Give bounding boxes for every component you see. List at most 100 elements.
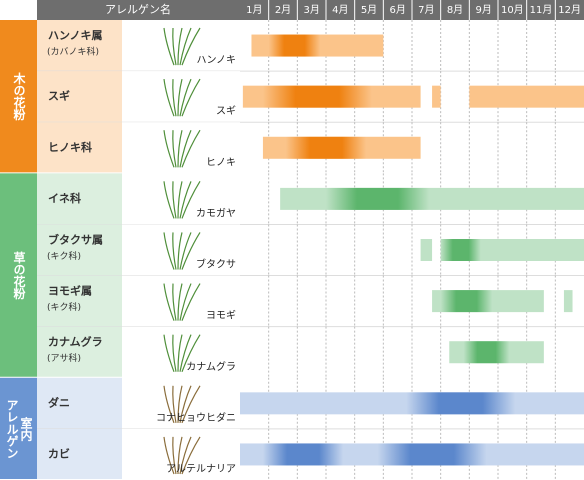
plant-stroke (179, 232, 192, 270)
name-cell (37, 71, 122, 123)
allergen-name: ヒノキ科 (48, 140, 92, 154)
plant-stroke (172, 181, 177, 219)
plant-stroke (172, 436, 177, 475)
plant-name: ハンノキ (197, 55, 237, 66)
plant-stroke (181, 181, 201, 219)
plant-stroke (177, 334, 183, 372)
plant-stroke (163, 27, 175, 66)
plant-stroke (172, 385, 177, 424)
month-label: 9月 (475, 4, 491, 16)
group-label: 木の花粉 (12, 71, 26, 121)
plant-illustration (163, 436, 201, 475)
plant-stroke (181, 78, 201, 117)
month-label: 7月 (418, 4, 434, 16)
season-bar (432, 85, 441, 108)
name-cell (37, 275, 122, 327)
name-cell (37, 377, 122, 429)
peak-bar (463, 341, 510, 364)
peak-bar (440, 290, 493, 313)
month-label: 1月 (246, 4, 262, 16)
allergen-name: ハンノキ属 (48, 29, 102, 42)
plant-name: カナムグラ (186, 360, 236, 373)
plant-illustration (163, 232, 201, 270)
plant-stroke (179, 27, 192, 66)
plant-stroke (179, 129, 192, 168)
plant-stroke (163, 130, 175, 168)
season-bar (420, 239, 433, 261)
month-label: 5月 (361, 4, 377, 16)
peak-bar (377, 443, 487, 466)
peak-bar (262, 443, 344, 466)
name-cell (37, 173, 122, 225)
plant-stroke (179, 334, 192, 372)
allergen-name: スギ (48, 89, 70, 103)
plant-stroke (179, 181, 192, 219)
plant-stroke (163, 334, 175, 372)
allergen-name: ヨモギ属 (48, 284, 92, 298)
plant-illustration (163, 78, 201, 117)
plant-name: スギ (216, 105, 236, 117)
plant-stroke (163, 232, 175, 270)
plant-stroke (181, 334, 201, 372)
plant-name: カモガヤ (196, 207, 236, 219)
name-cell (37, 428, 122, 480)
allergen-family: (キク科) (47, 250, 81, 262)
month-label: 6月 (389, 4, 405, 16)
group-band (0, 20, 37, 174)
plant-stroke (179, 78, 192, 117)
allergen-name: カナムグラ (48, 335, 103, 349)
plant-stroke (177, 130, 183, 168)
peak-bar (406, 392, 516, 415)
plant-name: アルテルナリア (166, 463, 236, 475)
header-band (37, 0, 584, 20)
plant-stroke (179, 283, 192, 321)
plant-stroke (177, 232, 183, 270)
peak-bar (268, 34, 321, 57)
group-band (0, 173, 37, 378)
plant-stroke (172, 27, 177, 66)
season-bar (563, 290, 573, 313)
plant-stroke (181, 283, 201, 321)
group-band (0, 377, 37, 480)
plant-stroke (163, 436, 175, 475)
month-label: 11月 (530, 4, 553, 16)
month-label: 8月 (447, 4, 463, 16)
plant-stroke (163, 181, 175, 219)
plant-stroke (177, 283, 183, 321)
group-label: 草の花粉 (12, 250, 26, 300)
month-label: 3月 (303, 4, 319, 16)
plant-name: ヒノキ (206, 156, 236, 168)
name-cell (37, 224, 122, 276)
plant-illustration (163, 334, 201, 372)
month-label: 4月 (332, 4, 348, 16)
name-cell (37, 326, 122, 378)
allergen-name: ダニ (48, 395, 70, 409)
peak-bar (285, 136, 367, 159)
plant-stroke (181, 129, 201, 168)
allergen-family: (カバノキ科) (47, 46, 99, 58)
month-label: 10月 (501, 4, 524, 16)
allergen-name: カビ (48, 446, 70, 460)
plant-stroke (172, 130, 177, 168)
plant-illustration (163, 27, 201, 66)
plant-stroke (172, 232, 177, 270)
plant-illustration (163, 129, 201, 168)
plant-stroke (172, 79, 177, 117)
header-title: アレルゲン名 (105, 2, 171, 16)
name-cell (37, 20, 122, 72)
group-label: 室内 (19, 415, 33, 441)
plant-name: ヨモギ (206, 310, 236, 322)
month-label: 2月 (275, 4, 291, 16)
plant-stroke (177, 181, 183, 219)
plant-stroke (172, 334, 177, 372)
plant-name: ブタクサ (196, 258, 236, 271)
plant-illustration (163, 181, 201, 219)
month-label: 12月 (558, 4, 581, 16)
allergen-name: イネ科 (48, 191, 81, 205)
season-bar (280, 187, 584, 210)
plant-stroke (177, 27, 183, 66)
plant-stroke (163, 385, 175, 424)
plant-stroke (172, 283, 177, 321)
allergen-name: ブタクサ属 (48, 232, 103, 246)
